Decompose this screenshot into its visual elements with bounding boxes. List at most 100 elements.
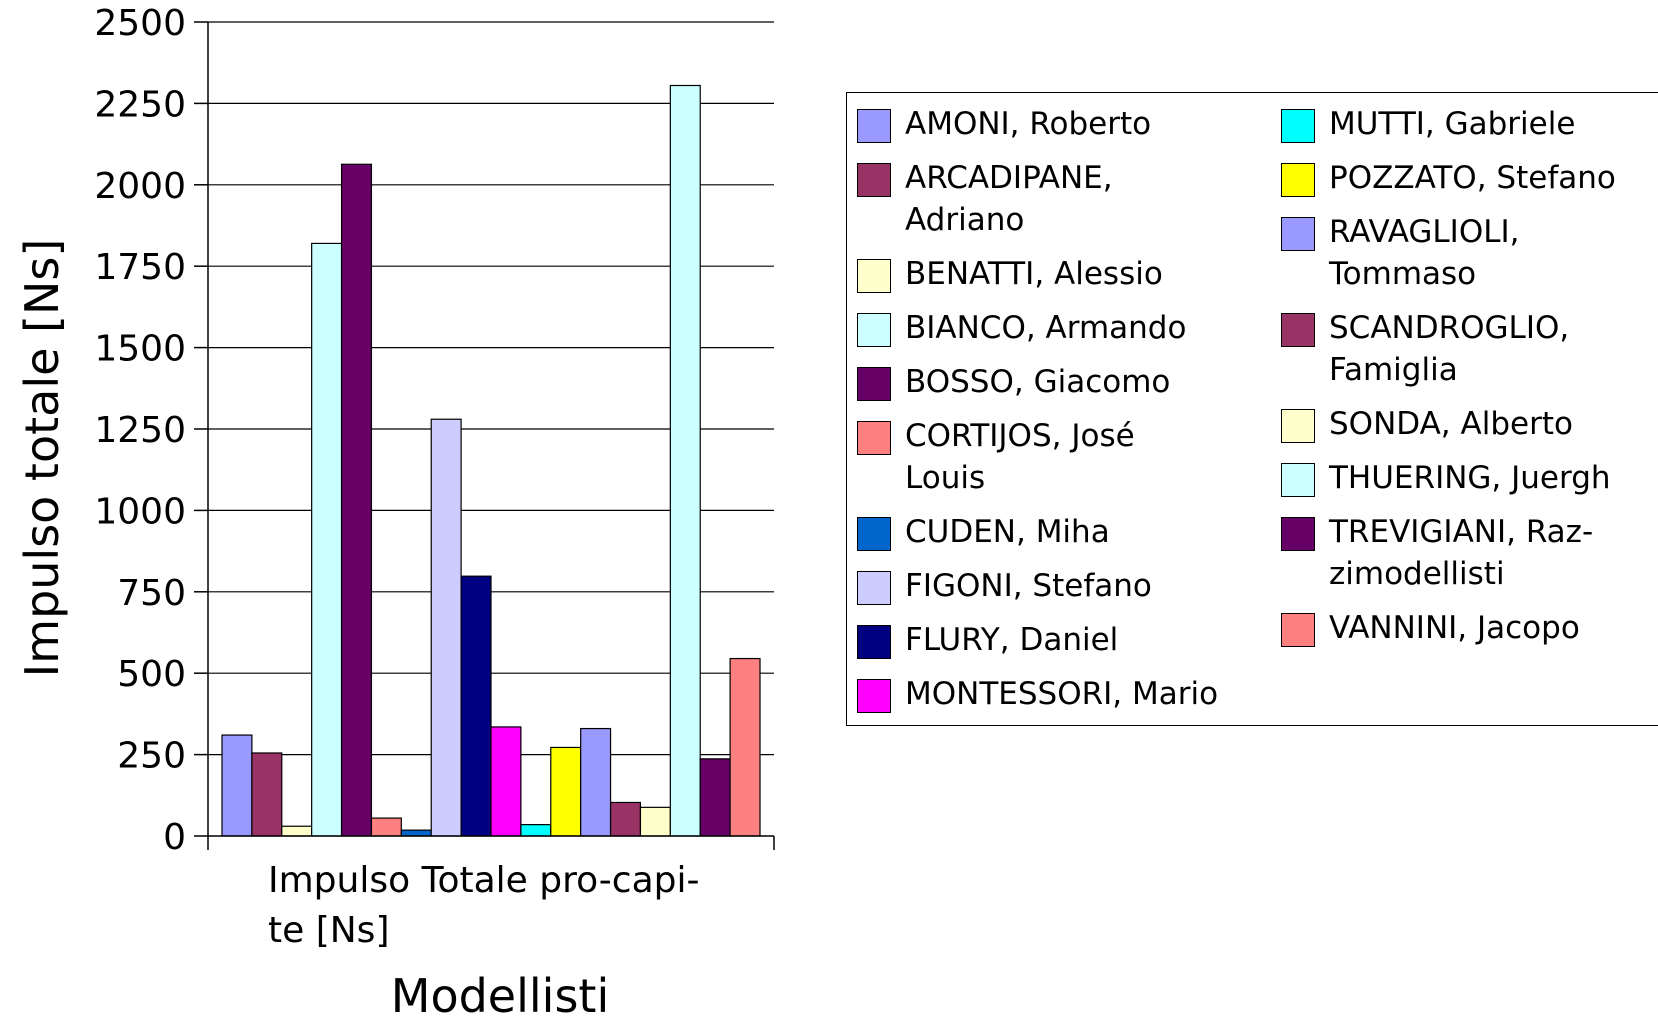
gridlines xyxy=(208,21,774,756)
legend-swatch xyxy=(857,625,891,659)
legend-label: ARCADIPANE, xyxy=(905,160,1113,196)
legend-item: SCANDROGLIO, Famiglia xyxy=(1271,307,1616,403)
bar xyxy=(580,727,612,837)
bar xyxy=(400,829,432,837)
y-tick-label: 250 xyxy=(117,736,186,777)
bar xyxy=(311,242,343,837)
legend-item: SONDA, Alberto xyxy=(1271,403,1616,457)
legend-label: CORTIJOS, José xyxy=(905,418,1135,454)
legend-swatch xyxy=(857,259,891,293)
y-tick-label: 2500 xyxy=(94,3,186,44)
legend-swatch xyxy=(1281,613,1315,647)
legend-label: TREVIGIANI, Raz- xyxy=(1329,514,1594,550)
legend-label: SCANDROGLIO, xyxy=(1329,310,1570,346)
bar xyxy=(340,163,373,837)
legend-label: MUTTI, Gabriele xyxy=(1329,106,1576,142)
legend-item: FLURY, Daniel xyxy=(847,619,1218,673)
legend-swatch xyxy=(857,517,891,551)
y-tick-label: 1500 xyxy=(94,329,186,370)
bar xyxy=(281,825,313,837)
legend-column-1: AMONI, Roberto ARCADIPANE, Adriano BENATTI,… xyxy=(847,103,1218,727)
legend-item: THUERING, Juergh xyxy=(1271,457,1616,511)
legend-swatch xyxy=(857,163,891,197)
legend-label: Famiglia xyxy=(1329,352,1458,388)
legend-label: POZZATO, Stefano xyxy=(1329,160,1616,196)
y-tick-label: 2000 xyxy=(94,166,186,207)
legend-swatch xyxy=(857,109,891,143)
legend-item: RAVAGLIOLI, Tommaso xyxy=(1271,211,1616,307)
legend-item: ARCADIPANE, Adriano xyxy=(847,157,1218,253)
bar xyxy=(669,84,701,837)
x-category-label-line: Impulso Totale pro-capi- xyxy=(268,860,700,901)
legend-item: CORTIJOS, José Louis xyxy=(847,415,1218,511)
y-tick-label: 750 xyxy=(117,573,186,614)
legend-label: FIGONI, Stefano xyxy=(905,568,1152,604)
y-tick-label: 0 xyxy=(163,817,186,858)
legend-item: CUDEN, Miha xyxy=(847,511,1218,565)
legend-label: FLURY, Daniel xyxy=(905,622,1119,658)
legend-swatch xyxy=(1281,217,1315,251)
legend-label: BIANCO, Armando xyxy=(905,310,1187,346)
legend-label: VANNINI, Jacopo xyxy=(1329,610,1580,646)
legend-item: MONTESSORI, Mario xyxy=(847,673,1218,727)
y-tick-label: 500 xyxy=(117,654,186,695)
legend-label: MONTESSORI, Mario xyxy=(905,676,1219,712)
bar xyxy=(639,806,671,837)
legend-label: CUDEN, Miha xyxy=(905,514,1110,550)
bar xyxy=(221,734,253,837)
legend-swatch xyxy=(1281,109,1315,143)
legend-item: POZZATO, Stefano xyxy=(1271,157,1616,211)
legend-swatch xyxy=(857,367,891,401)
legend-item: VANNINI, Jacopo xyxy=(1271,607,1616,661)
y-tick-label: 1750 xyxy=(94,247,186,288)
legend-item: BIANCO, Armando xyxy=(847,307,1218,361)
bar xyxy=(460,575,492,837)
legend-item: FIGONI, Stefano xyxy=(847,565,1218,619)
legend-label: BENATTI, Alessio xyxy=(905,256,1163,292)
legend-label: zimodellisti xyxy=(1329,556,1505,592)
y-tick-label: 1000 xyxy=(94,491,186,532)
bar xyxy=(490,726,522,837)
legend-item: AMONI, Roberto xyxy=(847,103,1218,157)
category-label: Impulso Totale pro-capi-te [Ns] xyxy=(268,860,700,951)
legend-label: Tommaso xyxy=(1329,256,1477,292)
legend-label: BOSSO, Giacomo xyxy=(905,364,1171,400)
bar xyxy=(251,752,283,837)
y-tick-labels: 0 250 500 750 1000 1250 1500 1750 2000 2250 2500 xyxy=(94,3,186,858)
y-tick-label: 2250 xyxy=(94,84,186,125)
x-axis-title: Modellisti xyxy=(391,969,609,1018)
legend-swatch xyxy=(857,421,891,455)
bar xyxy=(609,801,642,837)
legend-swatch xyxy=(1281,163,1315,197)
legend-swatch xyxy=(1281,517,1315,551)
y-tick-label: 1250 xyxy=(94,410,186,451)
legend-swatch xyxy=(857,679,891,713)
bar xyxy=(699,758,731,837)
bar xyxy=(370,817,402,837)
axes xyxy=(194,21,775,850)
legend-item: BOSSO, Giacomo xyxy=(847,361,1218,415)
legend-label: SONDA, Alberto xyxy=(1329,406,1573,442)
legend-label: Louis xyxy=(905,460,986,496)
legend-label: THUERING, Juergh xyxy=(1329,460,1611,496)
bar xyxy=(520,824,552,837)
legend-item: MUTTI, Gabriele xyxy=(1271,103,1616,157)
legend: AMONI, Roberto ARCADIPANE, Adriano BENATTI,… xyxy=(846,92,1658,726)
x-category-label-line: te [Ns] xyxy=(268,910,389,951)
legend-swatch xyxy=(857,571,891,605)
bar xyxy=(550,746,582,837)
legend-label: AMONI, Roberto xyxy=(905,106,1152,142)
legend-item: BENATTI, Alessio xyxy=(847,253,1218,307)
legend-label: RAVAGLIOLI, xyxy=(1329,214,1520,250)
y-axis-title: Impulso totale [Ns] xyxy=(15,239,69,678)
legend-swatch xyxy=(1281,409,1315,443)
legend-item: TREVIGIANI, Raz-zimodellisti xyxy=(1271,511,1616,607)
bar xyxy=(729,657,761,837)
bars xyxy=(221,84,761,837)
legend-column-2: MUTTI, Gabriele POZZATO, Stefano RAVAGLIOL… xyxy=(1271,103,1616,661)
legend-swatch xyxy=(857,313,891,347)
legend-swatch xyxy=(1281,463,1315,497)
bar xyxy=(430,418,462,837)
legend-swatch xyxy=(1281,313,1315,347)
